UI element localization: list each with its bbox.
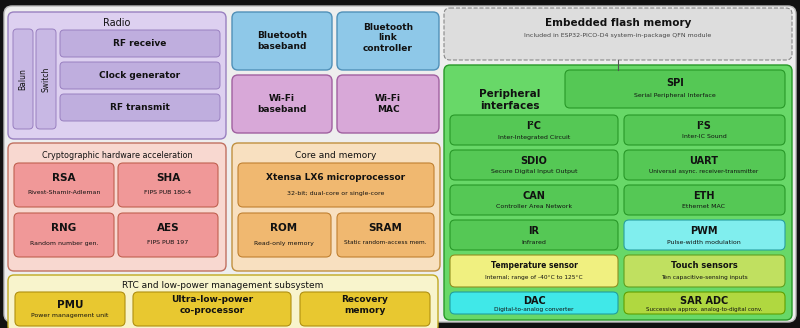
Text: Digital-to-analog converter: Digital-to-analog converter	[494, 308, 574, 313]
Text: SPI: SPI	[666, 78, 684, 88]
Text: Recovery
memory: Recovery memory	[342, 295, 389, 315]
Text: Xtensa LX6 microprocessor: Xtensa LX6 microprocessor	[266, 174, 406, 182]
FancyBboxPatch shape	[15, 292, 125, 326]
Text: Cryptographic hardware acceleration: Cryptographic hardware acceleration	[42, 151, 192, 159]
FancyBboxPatch shape	[450, 292, 618, 314]
FancyBboxPatch shape	[300, 292, 430, 326]
Text: DAC: DAC	[522, 296, 546, 306]
Text: PWM: PWM	[690, 226, 718, 236]
FancyBboxPatch shape	[232, 12, 332, 70]
Text: RF transmit: RF transmit	[110, 104, 170, 113]
Text: Pulse-width modulation: Pulse-width modulation	[667, 239, 741, 244]
FancyBboxPatch shape	[60, 30, 220, 57]
Text: Included in ESP32-PICO-D4 system-in-package QFN module: Included in ESP32-PICO-D4 system-in-pack…	[524, 33, 712, 38]
FancyBboxPatch shape	[8, 12, 226, 139]
Text: SHA: SHA	[156, 173, 180, 183]
Text: Inter-Integrated Circuit: Inter-Integrated Circuit	[498, 134, 570, 139]
Text: Core and memory: Core and memory	[295, 151, 377, 159]
Text: AES: AES	[157, 223, 179, 233]
FancyBboxPatch shape	[624, 150, 785, 180]
Text: Serial Peripheral Interface: Serial Peripheral Interface	[634, 93, 716, 98]
Text: CAN: CAN	[522, 191, 546, 201]
FancyBboxPatch shape	[337, 213, 434, 257]
FancyBboxPatch shape	[8, 275, 438, 328]
Text: RNG: RNG	[51, 223, 77, 233]
Text: I²S: I²S	[697, 121, 711, 131]
FancyBboxPatch shape	[337, 75, 439, 133]
Text: SRAM: SRAM	[368, 223, 402, 233]
FancyBboxPatch shape	[450, 220, 618, 250]
FancyBboxPatch shape	[238, 163, 434, 207]
FancyBboxPatch shape	[624, 292, 785, 314]
Text: RF receive: RF receive	[114, 39, 166, 49]
Text: Read-only memory: Read-only memory	[254, 240, 314, 245]
FancyBboxPatch shape	[450, 150, 618, 180]
Text: FIPS PUB 197: FIPS PUB 197	[147, 240, 189, 245]
FancyBboxPatch shape	[4, 6, 796, 322]
Text: PMU: PMU	[57, 300, 83, 310]
FancyBboxPatch shape	[450, 255, 618, 287]
Text: Controller Area Network: Controller Area Network	[496, 204, 572, 210]
FancyBboxPatch shape	[232, 75, 332, 133]
FancyBboxPatch shape	[624, 185, 785, 215]
FancyBboxPatch shape	[444, 8, 792, 60]
Text: Ten capacitive-sensing inputs: Ten capacitive-sensing inputs	[661, 275, 747, 279]
FancyBboxPatch shape	[624, 220, 785, 250]
Text: Rivest-Shamir-Adleman: Rivest-Shamir-Adleman	[27, 191, 101, 195]
FancyBboxPatch shape	[14, 163, 114, 207]
FancyBboxPatch shape	[565, 70, 785, 108]
Text: Clock generator: Clock generator	[99, 72, 181, 80]
Text: Power management unit: Power management unit	[31, 314, 109, 318]
FancyBboxPatch shape	[14, 213, 114, 257]
Text: Bluetooth
baseband: Bluetooth baseband	[257, 31, 307, 51]
Text: Secure Digital Input Output: Secure Digital Input Output	[490, 170, 578, 174]
FancyBboxPatch shape	[118, 213, 218, 257]
Text: Radio: Radio	[103, 18, 130, 28]
Text: Ethernet MAC: Ethernet MAC	[682, 204, 726, 210]
FancyBboxPatch shape	[118, 163, 218, 207]
Text: SAR ADC: SAR ADC	[680, 296, 728, 306]
Text: I²C: I²C	[526, 121, 542, 131]
Text: Touch sensors: Touch sensors	[670, 260, 738, 270]
Text: Wi-Fi
baseband: Wi-Fi baseband	[258, 94, 306, 114]
Text: Temperature sensor: Temperature sensor	[490, 260, 578, 270]
FancyBboxPatch shape	[133, 292, 291, 326]
Text: ETH: ETH	[694, 191, 714, 201]
Text: Universal async. receiver-transmitter: Universal async. receiver-transmitter	[650, 170, 758, 174]
Text: Inter-IC Sound: Inter-IC Sound	[682, 134, 726, 139]
Text: Peripheral
interfaces: Peripheral interfaces	[479, 89, 541, 111]
Text: RSA: RSA	[52, 173, 76, 183]
Text: Switch: Switch	[42, 66, 50, 92]
Text: ROM: ROM	[270, 223, 298, 233]
Text: Balun: Balun	[18, 68, 27, 90]
FancyBboxPatch shape	[60, 62, 220, 89]
FancyBboxPatch shape	[624, 115, 785, 145]
Text: Ultra-low-power
co-processor: Ultra-low-power co-processor	[171, 295, 253, 315]
Text: UART: UART	[690, 156, 718, 166]
Text: RTC and low-power management subsystem: RTC and low-power management subsystem	[122, 281, 324, 291]
FancyBboxPatch shape	[36, 29, 56, 129]
Text: 32-bit; dual-core or single-core: 32-bit; dual-core or single-core	[287, 191, 385, 195]
FancyBboxPatch shape	[232, 143, 440, 271]
Text: Random number gen.: Random number gen.	[30, 240, 98, 245]
FancyBboxPatch shape	[624, 255, 785, 287]
Text: Embedded flash memory: Embedded flash memory	[545, 18, 691, 28]
FancyBboxPatch shape	[450, 115, 618, 145]
FancyBboxPatch shape	[238, 213, 331, 257]
FancyBboxPatch shape	[444, 65, 792, 320]
FancyBboxPatch shape	[450, 185, 618, 215]
Text: Static random-access mem.: Static random-access mem.	[344, 240, 426, 245]
Text: Internal; range of -40°C to 125°C: Internal; range of -40°C to 125°C	[485, 275, 583, 279]
Text: Infrared: Infrared	[522, 239, 546, 244]
FancyBboxPatch shape	[60, 94, 220, 121]
Text: Wi-Fi
MAC: Wi-Fi MAC	[375, 94, 401, 114]
FancyBboxPatch shape	[337, 12, 439, 70]
Text: Bluetooth
link
controller: Bluetooth link controller	[363, 23, 413, 53]
FancyBboxPatch shape	[8, 143, 226, 271]
FancyBboxPatch shape	[13, 29, 33, 129]
Text: Successive approx. analog-to-digital conv.: Successive approx. analog-to-digital con…	[646, 308, 762, 313]
Text: SDIO: SDIO	[521, 156, 547, 166]
Text: FIPS PUB 180-4: FIPS PUB 180-4	[144, 191, 192, 195]
Text: IR: IR	[529, 226, 539, 236]
